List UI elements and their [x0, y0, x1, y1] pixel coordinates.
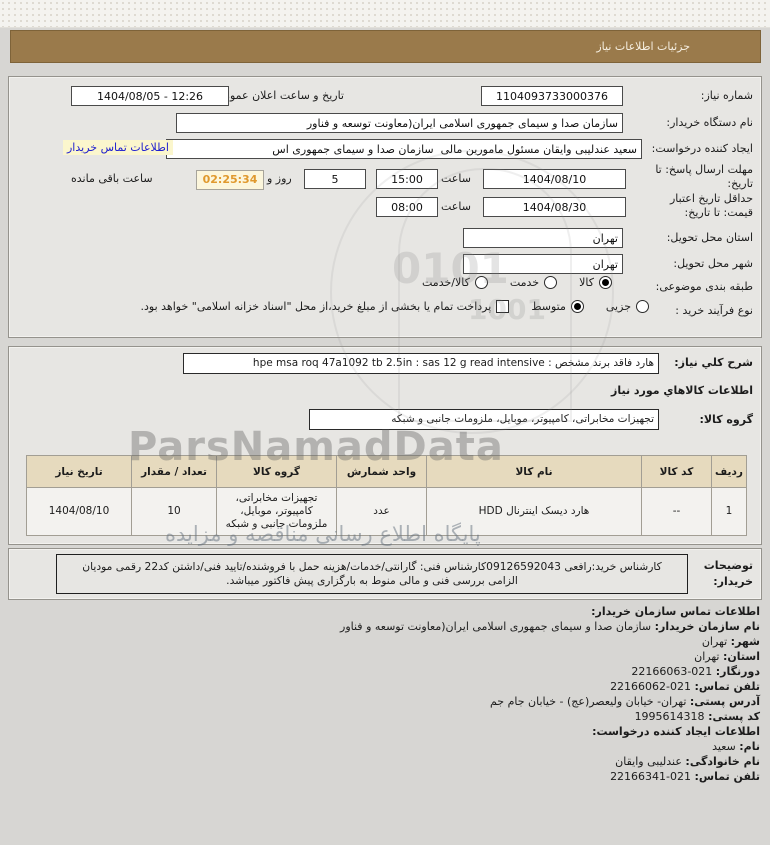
table-header-row: ردیف کد کالا نام کالا واحد شمارش گروه کالا تع… — [26, 455, 747, 488]
hours-remaining-label: ساعت باقی مانده — [71, 172, 153, 185]
need-desc-box: هارد فاقد برند مشخص : hpe msa roq 47a109… — [183, 353, 659, 374]
delivery-city-label: شهر محل تحویل: — [673, 257, 753, 270]
radio-selected[interactable] — [599, 276, 612, 289]
days-and-label: روز و — [267, 172, 292, 185]
table-header-cell: نام کالا — [426, 455, 642, 488]
response-deadline-label: مهلت ارسال پاسخ: تا تاریخ: — [655, 163, 753, 190]
request-creator-label: ایجاد کننده درخواست: — [651, 142, 753, 155]
radio-unselected[interactable] — [636, 300, 649, 313]
need-number-label: شماره نیاز: — [700, 89, 753, 102]
treasury-checkbox[interactable] — [496, 300, 510, 313]
announce-datetime-label: تاریخ و ساعت اعلان عمومی: — [211, 89, 344, 102]
process-type-options: جزیی متوسط پرداخت تمام یا بخشی از مبلغ خر… — [141, 300, 649, 313]
contact-line: کد پستی: 1995614318 — [634, 710, 760, 723]
validity-time-input[interactable] — [376, 197, 438, 217]
table-row: 1 -- هارد دیسک اینترنال HDD عدد تجهیزات مخاب… — [26, 487, 747, 536]
radio-option: کالا — [579, 276, 612, 289]
contact-block: اطلاعات تماس سازمان خریدار: نام سازمان خر… — [10, 604, 760, 784]
buyer-notes-panel: توضیحات خریدار: کارشناس خرید:رافعی 09126… — [8, 548, 762, 600]
goods-group-label: گروه کالا: — [699, 413, 753, 426]
radio-option-label: کالا/خدمت — [422, 276, 470, 289]
table-header-cell: واحد شمارش — [336, 455, 427, 488]
treasury-checkbox-label: پرداخت تمام یا بخشی از مبلغ خرید،از محل … — [140, 300, 492, 313]
buyer-org-input[interactable] — [176, 113, 623, 133]
process-type-label: نوع فرآیند خرید : — [675, 304, 753, 317]
radio-option-label: جزیی — [605, 300, 631, 313]
table-cell: 10 — [131, 487, 217, 536]
request-creator-input[interactable] — [166, 139, 642, 159]
contact-heading: اطلاعات ایجاد کننده درخواست: — [592, 725, 760, 738]
table-cell: 1404/08/10 — [26, 487, 132, 536]
radio-selected[interactable] — [570, 300, 584, 313]
validity-hour-label: ساعت — [441, 200, 471, 213]
contact-heading: اطلاعات تماس سازمان خریدار: — [591, 605, 760, 618]
table-cell: -- — [641, 487, 712, 536]
price-validity-label: حداقل تاریخ اعتبار قیمت: تا تاریخ: — [669, 192, 753, 219]
table-header-cell: تعداد / مقدار — [131, 455, 217, 488]
radio-option-label: کالا — [579, 276, 594, 289]
table-cell: عدد — [336, 487, 427, 536]
contact-line: شهر: تهران — [701, 635, 760, 648]
table-cell: 1 — [711, 487, 747, 536]
deadline-hour-label: ساعت — [441, 172, 471, 185]
contact-line: تلفن تماس: 22166062-021 — [610, 680, 760, 693]
treasury-option: پرداخت تمام یا بخشی از مبلغ خرید،از محل … — [141, 300, 510, 313]
need-info-panel: شماره نیاز: تاریخ و ساعت اعلان عمومی: نا… — [8, 76, 762, 338]
contact-line: نام: سعید — [712, 740, 760, 753]
table-header-cell: تاریخ نیاز — [26, 455, 132, 488]
top-texture-strip — [0, 0, 770, 28]
classification-label: طبقه بندی موضوعی: — [655, 280, 753, 293]
contact-line: استان: تهران — [694, 650, 760, 663]
table-header-cell: ردیف — [711, 455, 747, 488]
goods-info-panel: شرح کلي نیاز: هارد فاقد برند مشخص : hpe … — [8, 346, 762, 545]
radio-option: خدمت — [509, 276, 558, 289]
radio-option-label: خدمت — [509, 276, 540, 289]
page-title-bar: جزئیات اطلاعات نیاز — [10, 30, 761, 63]
days-remaining-input[interactable] — [304, 169, 366, 189]
delivery-city-input[interactable] — [463, 254, 623, 274]
radio-unselected[interactable] — [474, 276, 488, 289]
deadline-time-input[interactable] — [376, 169, 438, 189]
buyer-notes-box: کارشناس خرید:رافعی 09126592043کارشناس فن… — [56, 554, 688, 594]
contact-line: تلفن تماس: 22166341-021 — [610, 770, 760, 783]
countdown-timer: 02:25:34 — [196, 170, 264, 190]
radio-option: کالا/خدمت — [422, 276, 488, 289]
table-cell: هارد دیسک اینترنال HDD — [426, 487, 642, 536]
buyer-contact-link[interactable]: اطلاعات تماس خریدار — [63, 140, 173, 155]
table-cell: تجهیزات مخابراتی، کامپیوتر، موبایل، ملزو… — [216, 487, 337, 536]
radio-option: جزیی — [606, 300, 649, 313]
need-number-input[interactable] — [481, 86, 623, 106]
items-table: ردیف کد کالا نام کالا واحد شمارش گروه کالا تع… — [26, 455, 747, 536]
validity-date-input[interactable] — [483, 197, 626, 217]
radio-option-label: متوسط — [531, 300, 566, 313]
contact-line: نام خانوادگی: عندلیبی وایقان — [615, 755, 760, 768]
page-title: جزئیات اطلاعات نیاز — [596, 40, 690, 53]
radio-option: متوسط — [531, 300, 584, 313]
contact-line: نام سازمان خریدار: سازمان صدا و سیمای جم… — [340, 620, 760, 633]
contact-line: آدرس پستی: تهران- خیابان ولیعصر(عج) - خی… — [489, 695, 760, 708]
goods-info-heading: اطلاعات کالاهاي مورد نیاز — [611, 384, 753, 397]
deadline-date-input[interactable] — [483, 169, 626, 189]
table-header-cell: گروه کالا — [216, 455, 337, 488]
radio-unselected[interactable] — [544, 276, 558, 289]
buyer-notes-label: توضیحات خریدار: — [703, 559, 753, 588]
need-desc-label: شرح کلي نیاز: — [674, 356, 753, 369]
delivery-province-input[interactable] — [463, 228, 623, 248]
process-radio-group: جزیی متوسط — [531, 300, 649, 313]
classification-options: کالا خدمت کالا/خدمت — [422, 276, 612, 289]
buyer-org-label: نام دستگاه خریدار: — [666, 116, 753, 129]
announce-datetime-input[interactable] — [71, 86, 229, 106]
contact-line: دورنگار: 22166063-021 — [631, 665, 760, 678]
delivery-province-label: استان محل تحویل: — [666, 231, 753, 244]
table-header-cell: کد کالا — [641, 455, 712, 488]
goods-group-box: تجهیزات مخابراتی، کامپیوتر، موبایل، ملزو… — [309, 409, 659, 430]
